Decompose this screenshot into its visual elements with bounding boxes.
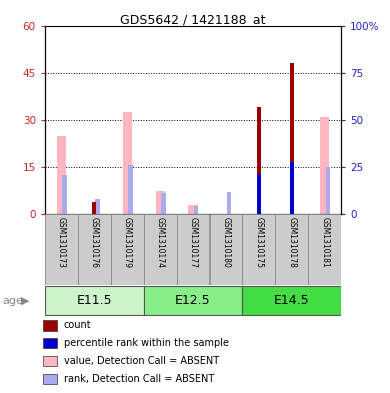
Bar [188,205,198,214]
Text: GSM1310177: GSM1310177 [188,217,198,268]
Bar [128,165,133,214]
Bar [243,286,341,316]
Bar [290,63,294,214]
Bar [209,214,243,285]
Bar [194,206,199,214]
Bar [275,214,308,285]
Bar [227,191,231,214]
Bar [122,112,132,214]
Bar [156,191,165,214]
Bar [144,214,177,285]
Text: E11.5: E11.5 [76,294,112,307]
Bar [43,338,57,349]
Bar [43,374,57,384]
Text: GSM1310180: GSM1310180 [222,217,230,268]
Text: GSM1310181: GSM1310181 [320,217,329,268]
Text: count: count [64,320,91,331]
Bar [257,107,261,214]
Text: rank, Detection Call = ABSENT: rank, Detection Call = ABSENT [64,374,214,384]
Text: GSM1310179: GSM1310179 [123,217,132,268]
Bar [62,174,67,214]
Text: E12.5: E12.5 [175,294,211,307]
Bar [43,320,57,331]
Bar [111,214,144,285]
Bar [290,162,294,214]
Text: GSM1310174: GSM1310174 [156,217,165,268]
Text: GSM1310178: GSM1310178 [287,217,296,268]
Text: E14.5: E14.5 [274,294,310,307]
Text: GSM1310173: GSM1310173 [57,217,66,268]
Text: percentile rank within the sample: percentile rank within the sample [64,338,229,348]
Bar [144,286,243,316]
Bar [45,214,78,285]
Bar [161,193,165,214]
Bar [96,199,100,214]
Text: GSM1310175: GSM1310175 [254,217,263,268]
Title: GDS5642 / 1421188_at: GDS5642 / 1421188_at [120,13,266,26]
Bar [78,214,111,285]
Bar [243,214,275,285]
Bar [57,136,66,214]
Bar [43,356,57,366]
Bar [320,117,330,214]
Bar [326,167,330,214]
Bar [308,214,341,285]
Text: age: age [2,296,23,306]
Bar [257,174,261,214]
Bar [45,286,144,316]
Text: value, Detection Call = ABSENT: value, Detection Call = ABSENT [64,356,219,366]
Text: ▶: ▶ [21,296,30,306]
Text: GSM1310176: GSM1310176 [90,217,99,268]
Bar [92,202,96,214]
Bar [177,214,209,285]
